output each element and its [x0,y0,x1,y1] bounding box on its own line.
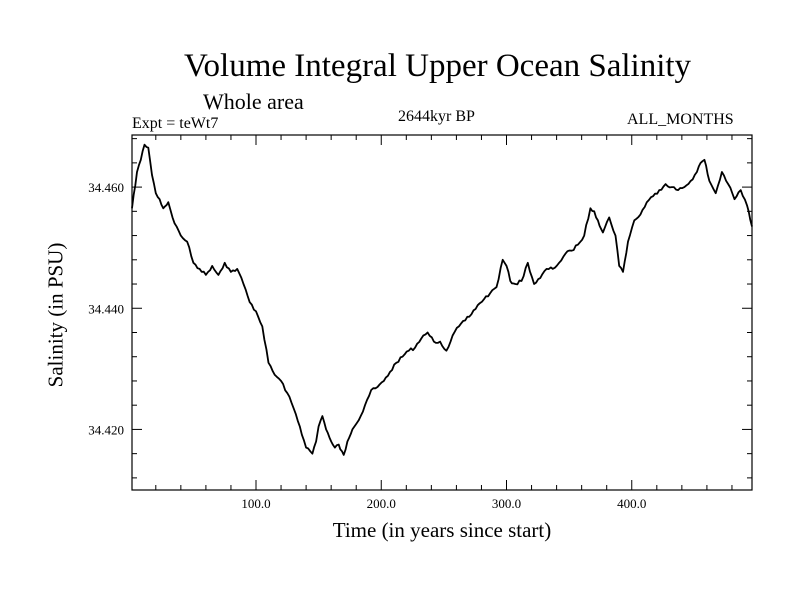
x-tick-label: 300.0 [492,496,521,511]
y-tick-label: 34.440 [88,301,124,316]
y-tick-label: 34.420 [88,422,124,437]
y-tick-label: 34.460 [88,180,124,195]
major-ticks [132,135,752,490]
tick-labels: 100.0 200.0 300.0 400.0 34.420 34.440 34.460 [88,180,646,511]
x-tick-label: 400.0 [617,496,646,511]
x-axis-label: Time (in years since start) [332,518,552,542]
x-tick-label: 100.0 [241,496,270,511]
experiment-label: Expt = teWt7 [132,115,219,132]
minor-ticks [132,135,752,490]
chart-subtitle: Whole area [203,89,304,114]
months-label: ALL_MONTHS [627,111,734,128]
plot-frame [131,134,753,491]
x-tick-label: 200.0 [367,496,396,511]
salinity-line [131,143,753,456]
chart-title: Volume Integral Upper Ocean Salinity [183,48,692,84]
period-label: 2644kyr BP [398,108,475,125]
y-axis-label: Salinity (in PSU) [43,242,68,388]
